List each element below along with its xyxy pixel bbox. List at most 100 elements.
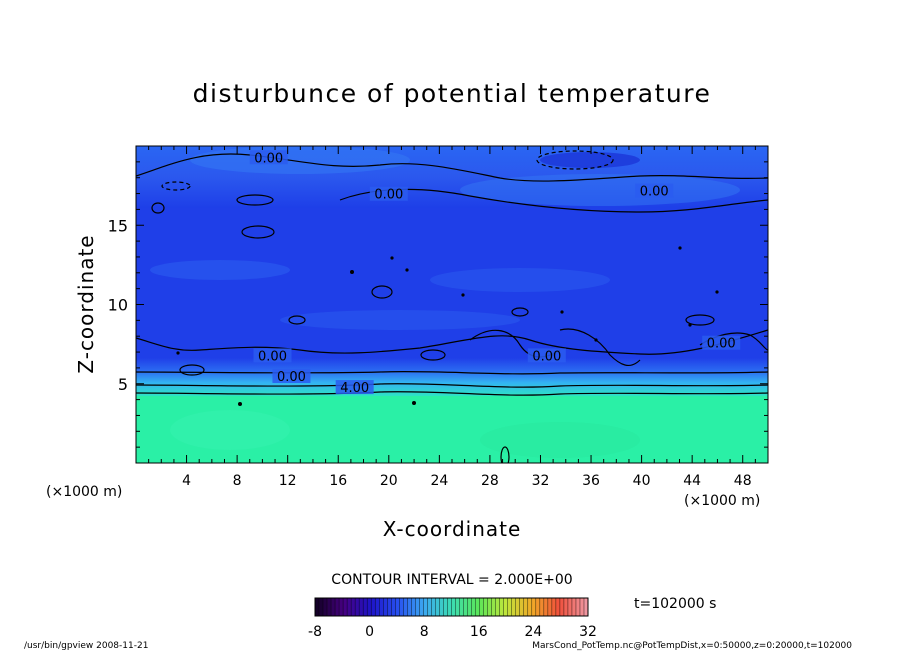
field-patch	[280, 310, 520, 330]
contour-line	[288, 315, 306, 325]
contour-line	[339, 188, 768, 213]
x-tick-label: 12	[279, 473, 297, 489]
y-tick-label: 5	[118, 375, 128, 394]
colorbar-cell	[383, 598, 388, 616]
colorbar-cell	[499, 598, 504, 616]
x-axis-label: X-coordinate	[383, 517, 522, 541]
colorbar-cell	[487, 598, 492, 616]
colorbar-cell	[347, 598, 352, 616]
colorbar-cell	[343, 598, 348, 616]
y-axis: 5 10 15	[108, 161, 768, 448]
x-tick-label: 4	[182, 473, 191, 489]
footer-right: MarsCond_PotTemp.nc@PotTempDist,x=0:5000…	[532, 641, 852, 651]
field-patch	[170, 410, 290, 450]
time-label: t=102000 s	[634, 596, 716, 612]
contour-label: 0.00	[640, 185, 669, 200]
contour-label: 0.00	[707, 337, 736, 352]
contour-label: 0.00	[254, 151, 283, 166]
x-tick-label: 36	[582, 473, 600, 489]
colorbar-cell	[535, 598, 541, 616]
contour-line	[241, 225, 275, 239]
heatmap-field: 0.00 0.00 0.00 0.00 0.00 4.00 0.00 0.00	[136, 146, 768, 463]
colorbar-cell	[483, 598, 488, 616]
y-axis-label: Z-coordinate	[74, 234, 98, 373]
colorbar-cell	[515, 598, 521, 616]
colorbar-cell	[339, 598, 344, 616]
colorbar-cell	[531, 598, 537, 616]
field-patch	[150, 260, 290, 280]
colorbar-cell	[359, 598, 364, 616]
x-tick-label: 20	[380, 473, 398, 489]
field-patch	[540, 152, 640, 168]
contour-interval-text: CONTOUR INTERVAL = 2.000E+00	[331, 572, 572, 588]
contour-line	[151, 202, 165, 214]
colorbar-cell	[519, 598, 525, 616]
contour-line	[136, 391, 768, 396]
field-transition	[136, 358, 768, 396]
chart-title: disturbunce of potential temperature	[193, 79, 712, 108]
colorbar-tick-label: 0	[365, 624, 374, 640]
x-tick-label: 24	[430, 473, 448, 489]
contour-line	[371, 285, 393, 299]
colorbar-cell	[471, 598, 476, 616]
contour-label-bg	[702, 335, 741, 350]
colorbar-cell	[315, 598, 320, 616]
colorbar-cell	[399, 598, 404, 616]
contour-label: 0.00	[532, 349, 561, 364]
colorbar-cell	[323, 598, 328, 616]
contour-label: 4.00	[340, 381, 369, 396]
x-tick-label: 8	[233, 473, 242, 489]
colorbar-cell	[579, 598, 585, 616]
colorbar-cell	[379, 598, 384, 616]
contour-labels: 0.00 0.00 0.00 0.00 0.00 4.00 0.00 0.00	[249, 150, 741, 396]
colorbar-cell	[543, 598, 549, 616]
y-tick-label: 10	[108, 296, 128, 315]
contour-label-bg	[272, 368, 311, 383]
contour-line	[136, 153, 768, 182]
contour-label-bg	[335, 380, 374, 395]
contour-line	[136, 383, 768, 388]
contour-line	[500, 446, 510, 463]
colorbar-cell	[403, 598, 408, 616]
colorbar-cell	[575, 598, 581, 616]
colorbar-cell	[351, 598, 356, 616]
colorbar-cell	[555, 598, 561, 616]
colorbar-cell	[559, 598, 565, 616]
colorbar-tick-label: 8	[420, 624, 429, 640]
colorbar-cell	[327, 598, 332, 616]
colorbar-cell	[523, 598, 529, 616]
colorbar-tick-label: -8	[308, 624, 322, 640]
colorbar-cell	[411, 598, 416, 616]
contour-label: 0.00	[374, 188, 403, 203]
y-tick-label: 15	[108, 216, 128, 235]
colorbar-cell	[375, 598, 380, 616]
contour-label: 0.00	[277, 370, 306, 385]
field-patch	[480, 422, 640, 458]
contour-line	[161, 181, 191, 191]
colorbar-cell	[435, 598, 440, 616]
contour-label-bg	[527, 348, 566, 363]
colorbar-cell	[463, 598, 468, 616]
colorbar-cell	[495, 598, 500, 616]
x-tick-label: 44	[683, 473, 701, 489]
field-patch	[460, 174, 740, 206]
contour-line	[136, 370, 768, 375]
colorbar-cell	[395, 598, 400, 616]
colorbar-cell	[391, 598, 396, 616]
colorbar-cell	[491, 598, 496, 616]
contour-label-bg	[635, 183, 674, 198]
colorbar-cell	[427, 598, 432, 616]
colorbar-cell	[387, 598, 392, 616]
colorbar-cell	[407, 598, 412, 616]
x-tick-label: 48	[734, 473, 752, 489]
colorbar-frame	[314, 597, 589, 617]
colorbar-cell	[563, 598, 569, 616]
colorbar-cell	[507, 598, 513, 616]
field-patch	[430, 268, 610, 292]
contour-line	[236, 194, 274, 206]
x-axis-unit-right: (×1000 m)	[684, 493, 760, 509]
colorbar-cell	[527, 598, 533, 616]
colorbar-cell	[447, 598, 452, 616]
contour-line	[179, 364, 205, 376]
colorbar-cell	[431, 598, 436, 616]
